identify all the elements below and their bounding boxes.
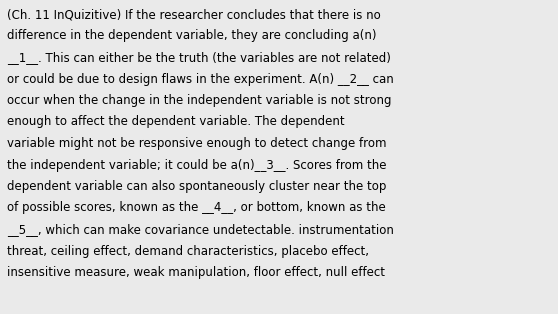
Text: variable might not be responsive enough to detect change from: variable might not be responsive enough …: [7, 137, 387, 150]
Text: threat, ceiling effect, demand characteristics, placebo effect,: threat, ceiling effect, demand character…: [7, 245, 369, 257]
Text: or could be due to design flaws in the experiment. A(n) __2__ can: or could be due to design flaws in the e…: [7, 73, 394, 85]
Text: dependent variable can also spontaneously cluster near the top: dependent variable can also spontaneousl…: [7, 180, 386, 193]
Text: __1__. This can either be the truth (the variables are not related): __1__. This can either be the truth (the…: [7, 51, 391, 64]
Text: difference in the dependent variable, they are concluding a(n): difference in the dependent variable, th…: [7, 30, 377, 42]
Text: (Ch. 11 InQuizitive) If the researcher concludes that there is no: (Ch. 11 InQuizitive) If the researcher c…: [7, 8, 381, 21]
Text: occur when the change in the independent variable is not strong: occur when the change in the independent…: [7, 94, 392, 107]
Text: of possible scores, known as the __4__, or bottom, known as the: of possible scores, known as the __4__, …: [7, 202, 386, 214]
Text: __5__, which can make covariance undetectable. instrumentation: __5__, which can make covariance undetec…: [7, 223, 394, 236]
Text: the independent variable; it could be a(n)__3__. Scores from the: the independent variable; it could be a(…: [7, 159, 387, 171]
Text: insensitive measure, weak manipulation, floor effect, null effect: insensitive measure, weak manipulation, …: [7, 266, 385, 279]
Text: enough to affect the dependent variable. The dependent: enough to affect the dependent variable.…: [7, 116, 345, 128]
